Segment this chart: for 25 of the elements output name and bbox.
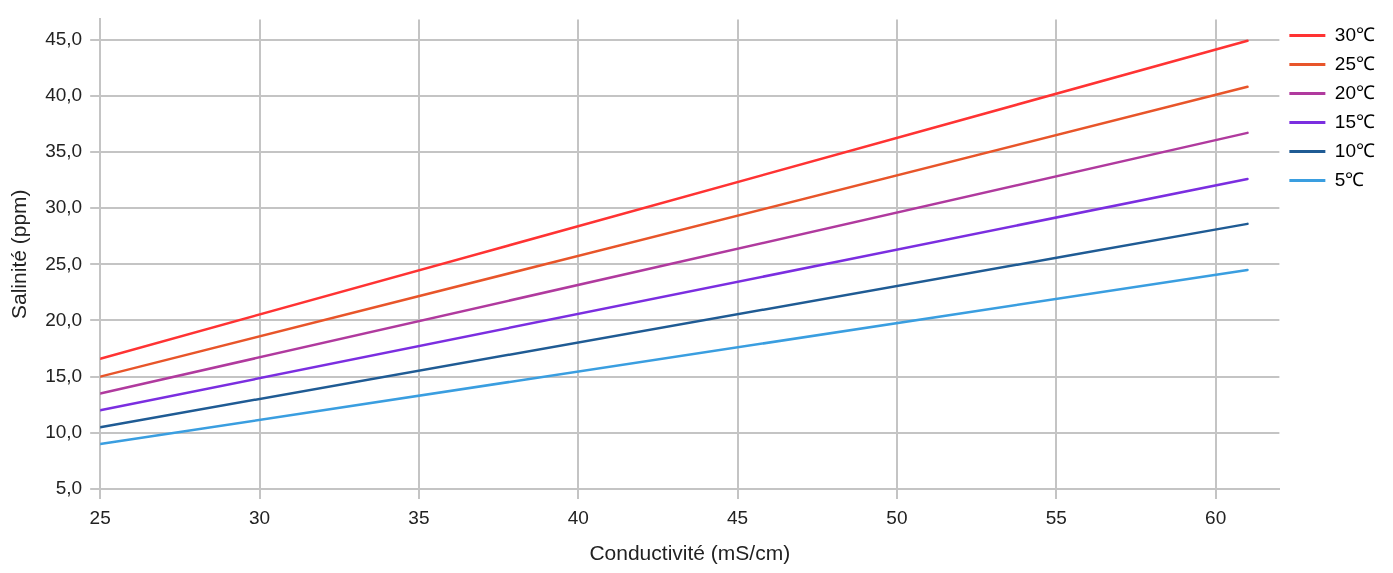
x-tick-label: 35 <box>408 506 430 528</box>
y-tick-label: 5,0 <box>55 477 83 499</box>
y-tick-label: 15,0 <box>45 364 83 386</box>
x-tick-label: 45 <box>727 506 749 528</box>
y-tick-label: 40,0 <box>45 84 83 106</box>
legend-label: 20℃ <box>1334 81 1376 103</box>
x-tick-label: 60 <box>1205 506 1227 528</box>
y-axis-title: Salinité (ppm) <box>7 189 31 319</box>
y-tick-label: 35,0 <box>45 140 83 162</box>
x-axis-title: Conductivité (mS/cm) <box>589 541 791 565</box>
x-tick-label: 40 <box>567 506 589 528</box>
legend-label: 10℃ <box>1334 139 1376 161</box>
y-tick-label: 30,0 <box>45 196 83 218</box>
x-tick-label: 55 <box>1045 506 1067 528</box>
x-tick-label: 50 <box>886 506 908 528</box>
y-tick-label: 45,0 <box>45 27 83 49</box>
y-tick-label: 25,0 <box>45 252 83 274</box>
x-tick-label: 30 <box>248 506 271 528</box>
legend-label: 30℃ <box>1334 23 1376 45</box>
legend-label: 15℃ <box>1334 110 1376 132</box>
y-tick-label: 20,0 <box>45 308 83 330</box>
legend-label: 5℃ <box>1334 168 1365 190</box>
legend-label: 25℃ <box>1334 52 1376 74</box>
y-tick-label: 10,0 <box>45 421 83 443</box>
x-tick-label: 25 <box>89 506 111 528</box>
